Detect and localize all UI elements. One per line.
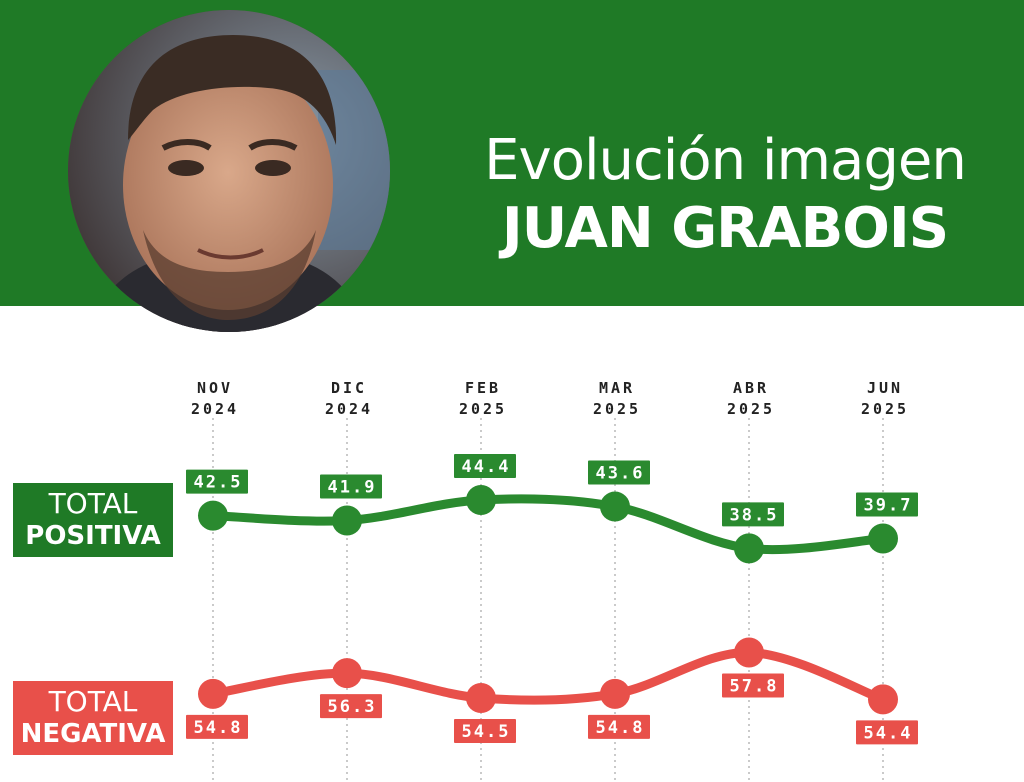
positive-value-label-0: 42.5 xyxy=(194,473,243,493)
positive-value-label-2: 44.4 xyxy=(462,457,511,477)
line-chart: NOV 2024 DIC 2024 FEB 2025 MAR 2025 ABR 2025 JUN 20… xyxy=(186,379,918,782)
negative-value-label-1: 56.3 xyxy=(328,697,377,717)
positive-label-line-2: POSITIVA xyxy=(25,521,161,551)
negative-point-1 xyxy=(332,658,362,689)
negative-value-label-0: 54.8 xyxy=(194,718,243,738)
negative-point-4 xyxy=(734,637,764,668)
negative-label-line-2: NEGATIVA xyxy=(20,719,166,749)
positive-point-4 xyxy=(734,533,764,564)
positive-point-2 xyxy=(466,485,496,515)
negative-value-label-3: 54.8 xyxy=(596,718,645,738)
negative-value-box-3 xyxy=(588,714,650,739)
positive-point-1 xyxy=(332,505,362,536)
positive-series-label: TOTAL POSITIVA xyxy=(13,483,173,557)
negative-point-3 xyxy=(600,678,630,709)
negative-value-label-5: 54.4 xyxy=(864,723,913,743)
negative-point-5 xyxy=(868,684,898,715)
positive-value-box-0 xyxy=(186,469,248,494)
negative-value-box-5 xyxy=(856,720,918,745)
x-tick-label-2-year: 2025 xyxy=(459,400,507,418)
positive-point-5 xyxy=(868,523,898,554)
x-tick-label-1-year: 2024 xyxy=(325,400,373,418)
title-line-1: Evolución imagen xyxy=(484,128,967,193)
positive-value-label-3: 43.6 xyxy=(596,464,645,484)
negative-point-0 xyxy=(198,678,228,709)
negative-value-label-2: 54.5 xyxy=(462,722,511,742)
negative-point-2 xyxy=(466,683,496,713)
positive-label-line-1: TOTAL xyxy=(48,487,138,520)
positive-value-box-5 xyxy=(856,492,918,517)
x-tick-label-5-year: 2025 xyxy=(861,400,909,418)
x-tick-label-2-month: FEB xyxy=(465,379,501,397)
x-tick-label-1-month: DIC xyxy=(331,379,367,397)
x-tick-label-0-month: NOV xyxy=(197,379,233,397)
positive-point-3 xyxy=(600,491,630,522)
x-tick-label-3-year: 2025 xyxy=(593,400,641,418)
positive-value-box-2 xyxy=(454,454,516,478)
x-tick-label-3-month: MAR xyxy=(599,379,635,397)
x-tick-label-4-month: ABR xyxy=(733,379,769,397)
negative-value-label-4: 57.8 xyxy=(730,676,779,696)
positive-series-line xyxy=(208,494,888,555)
negative-value-box-0 xyxy=(186,714,248,739)
negative-value-box-2 xyxy=(454,719,516,743)
negative-value-box-4 xyxy=(722,673,784,698)
positive-value-box-1 xyxy=(320,474,382,499)
negative-label-line-1: TOTAL xyxy=(48,685,138,718)
portrait-photo xyxy=(68,10,390,332)
negative-value-box-1 xyxy=(320,694,382,719)
positive-value-label-4: 38.5 xyxy=(730,505,779,525)
title-line-2: JUAN GRABOIS xyxy=(501,196,949,261)
header-banner: Evolución imagen JUAN GRABOIS xyxy=(0,0,1024,332)
positive-value-box-4 xyxy=(722,502,784,527)
negative-series-label: TOTAL NEGATIVA xyxy=(13,681,173,755)
positive-value-label-1: 41.9 xyxy=(328,478,377,498)
positive-value-label-5: 39.7 xyxy=(864,496,913,516)
positive-point-0 xyxy=(198,500,228,531)
x-tick-label-4-year: 2025 xyxy=(727,400,775,418)
x-tick-label-0-year: 2024 xyxy=(191,400,239,418)
positive-value-box-3 xyxy=(588,460,650,485)
x-tick-label-5-month: JUN xyxy=(867,379,903,397)
